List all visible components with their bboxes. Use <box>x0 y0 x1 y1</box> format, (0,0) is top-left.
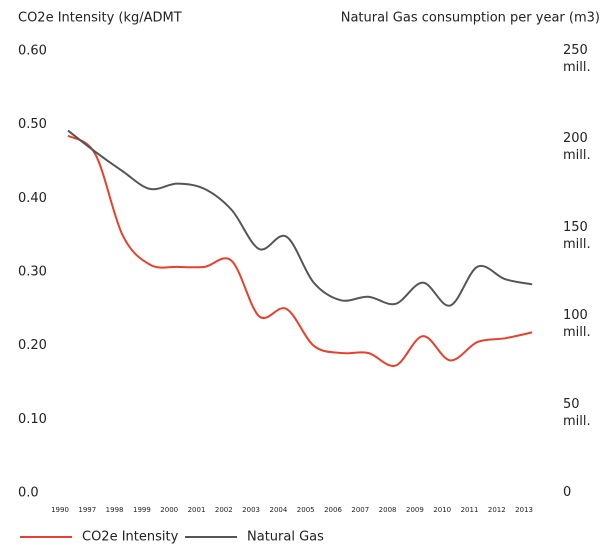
series-line <box>67 134 533 367</box>
x-tick-label: 2013 <box>515 506 533 514</box>
y2-title: Natural Gas consumption per year (m3) <box>341 11 600 26</box>
y2-tick-label: 200 mill. <box>563 131 591 164</box>
x-tick-label: 2004 <box>269 506 287 514</box>
x-tick-label: 2012 <box>488 506 506 514</box>
y2-tick-label: 250 mill. <box>563 43 591 75</box>
y-title: CO2e Intensity (kg/ADMT <box>18 11 182 26</box>
y-tick-label: 0.0 <box>18 486 39 501</box>
x-tick-label: 2009 <box>406 506 424 514</box>
y-tick-label: 0.40 <box>18 191 47 206</box>
x-tick-label: 2005 <box>297 506 315 514</box>
x-tick-label: 2011 <box>461 506 479 514</box>
y2-tick-label: 150 mill. <box>563 219 591 252</box>
x-tick-label: 2006 <box>324 506 342 514</box>
x-tick-label: 1990 <box>51 506 69 514</box>
y-tick-label: 0.50 <box>18 117 47 132</box>
y2-tick-label: 0 <box>563 485 572 500</box>
x-tick-label: 2007 <box>351 506 369 514</box>
x-tick-label: 2008 <box>379 506 397 514</box>
series-line <box>67 129 533 307</box>
y2-tick-label: 100 mill. <box>563 308 591 341</box>
x-tick-label: 2010 <box>433 506 451 514</box>
legend-label: CO2e Intensity <box>82 530 179 545</box>
x-tick-label: 1999 <box>133 506 151 514</box>
y-tick-label: 0.60 <box>18 44 47 59</box>
x-tick-label: 2002 <box>215 506 233 514</box>
x-tick-label: 1997 <box>78 506 96 514</box>
x-tick-label: 2000 <box>160 506 178 514</box>
x-tick-label: 2003 <box>242 506 260 514</box>
legend-label: Natural Gas <box>247 530 324 545</box>
y-tick-label: 0.10 <box>18 412 47 427</box>
y-tick-label: 0.20 <box>18 338 47 353</box>
y2-tick-label: 50 mill. <box>563 396 591 429</box>
x-tick-label: 1998 <box>106 506 124 514</box>
x-tick-label: 2001 <box>188 506 206 514</box>
y-tick-label: 0.30 <box>18 265 47 280</box>
